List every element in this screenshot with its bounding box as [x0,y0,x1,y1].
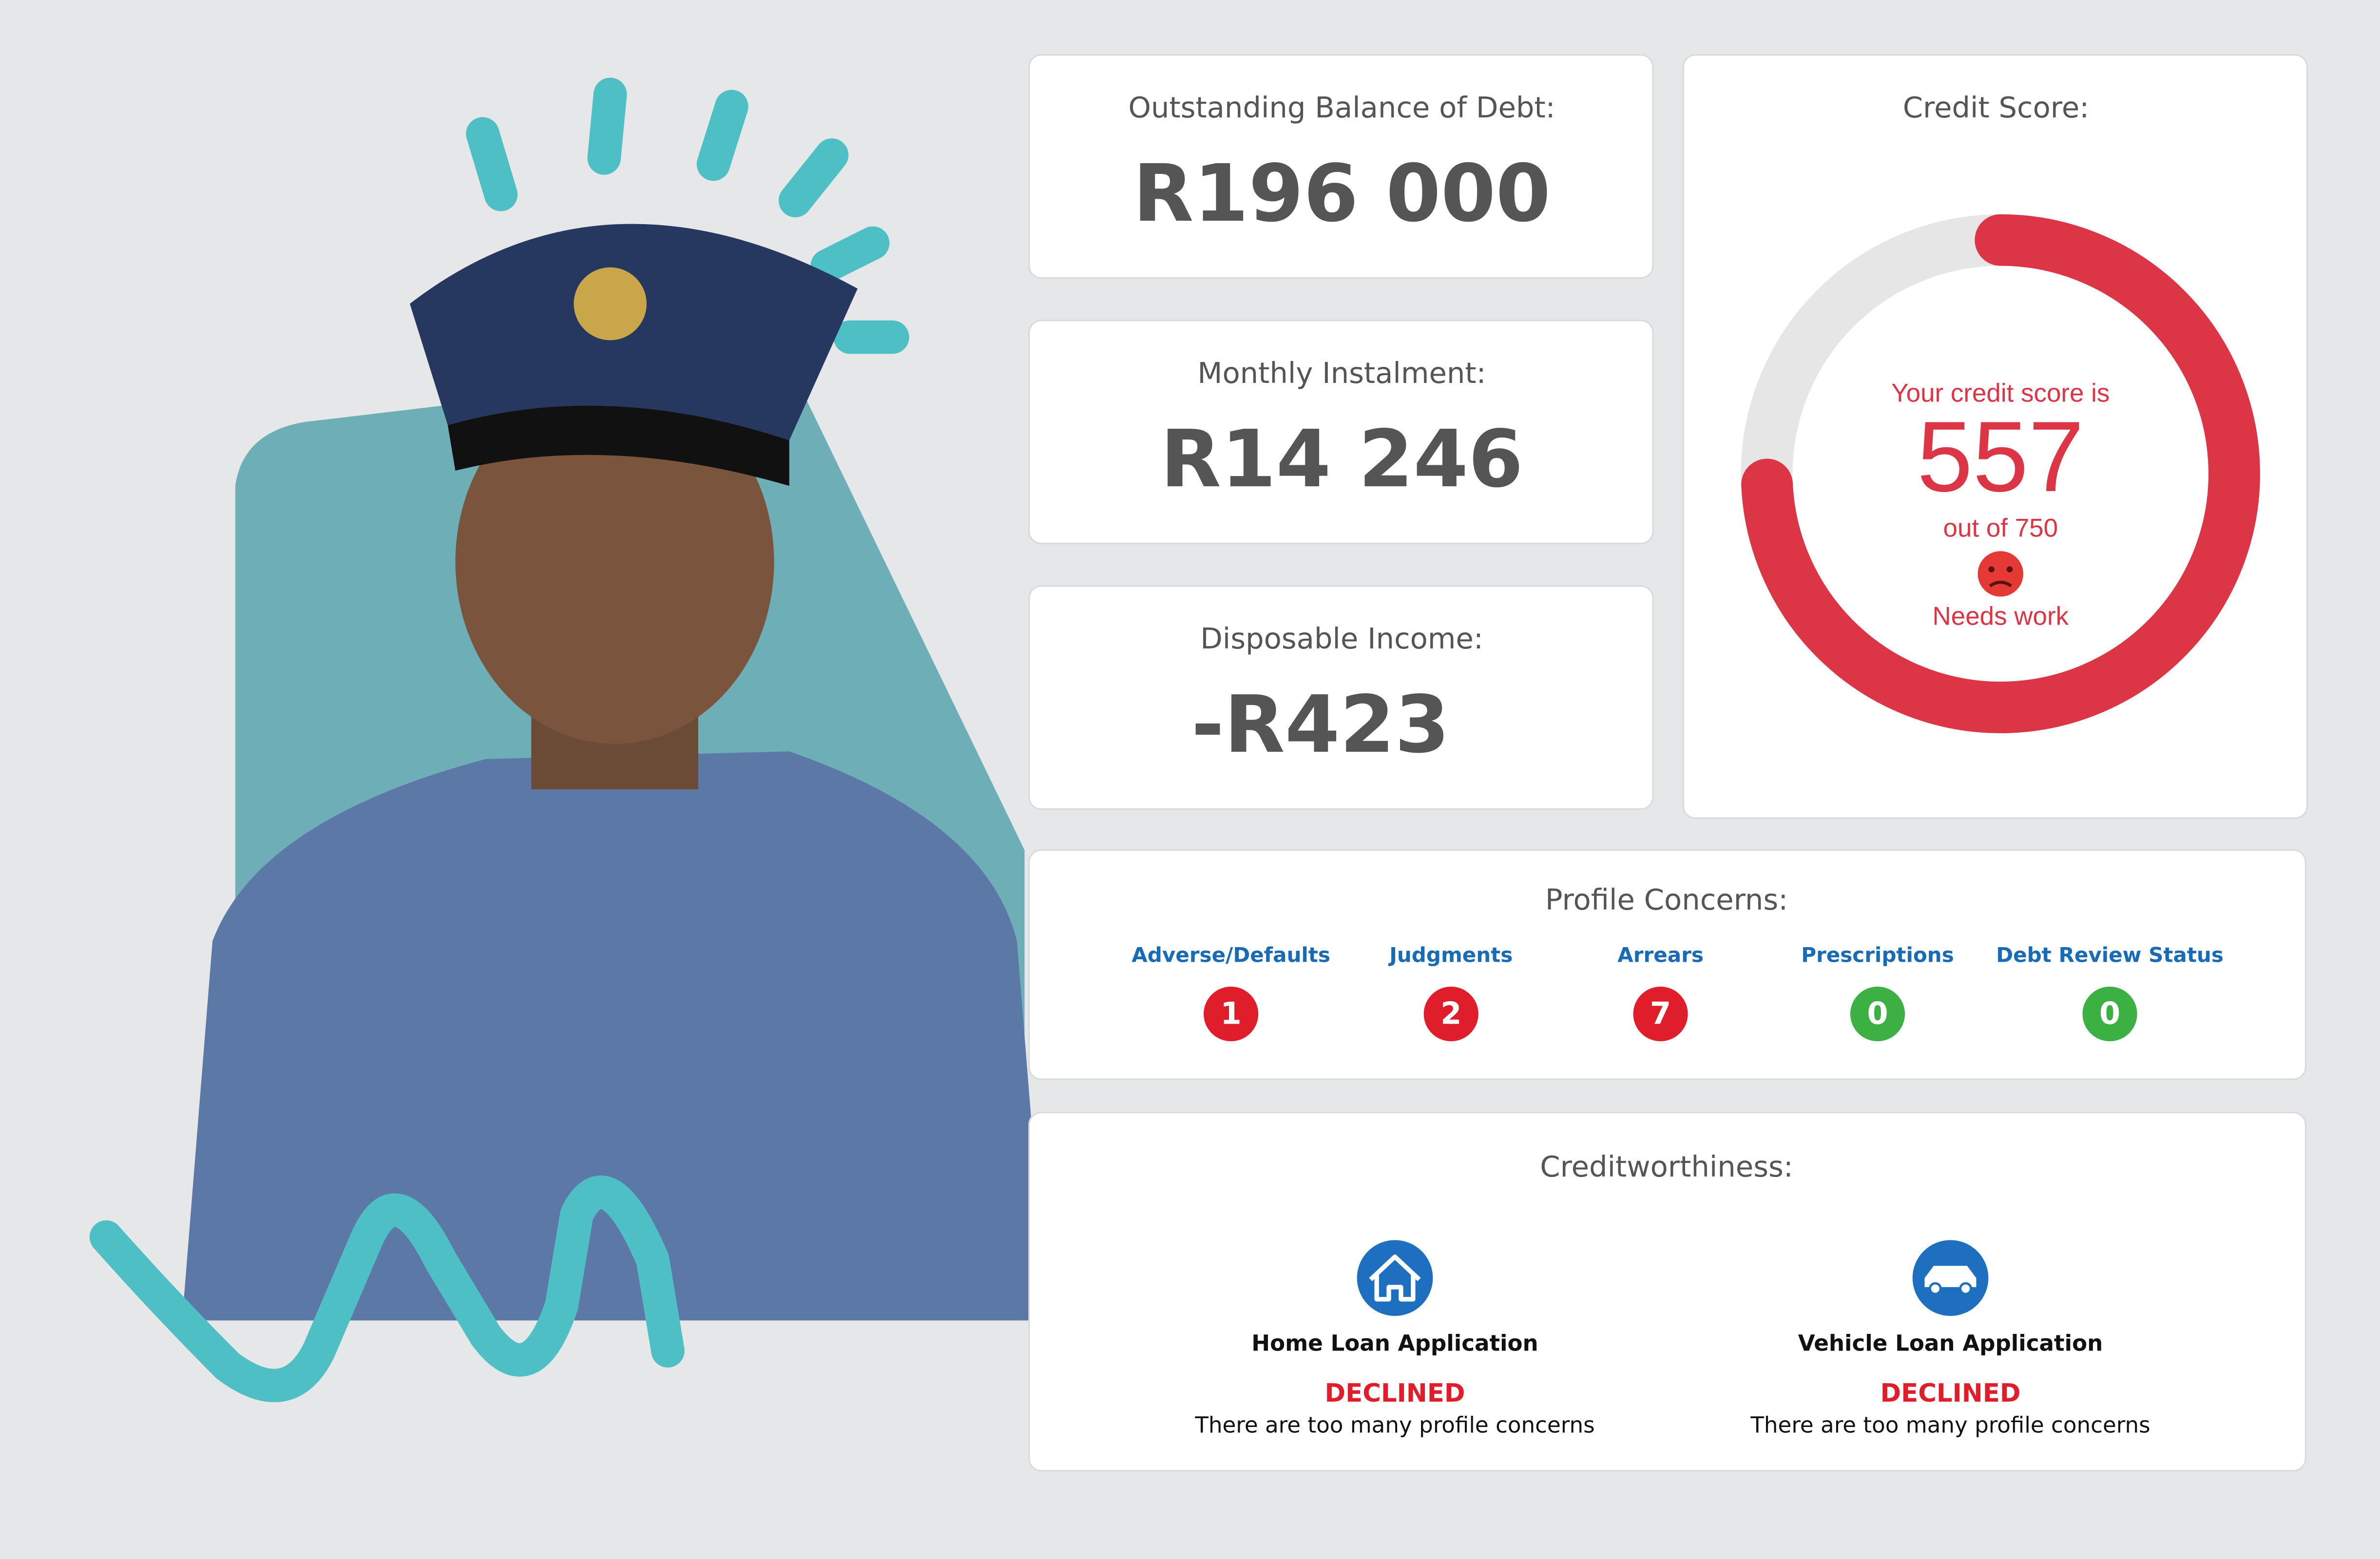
stat-card [1028,585,1654,810]
credit-score-title: Credit Score: [1903,91,2089,124]
stat-value: R14 246 [1160,414,1523,505]
stat-label: Disposable Income: [1200,622,1483,655]
creditworthiness-card [1028,1112,2306,1472]
cap-visor [447,405,789,486]
concern-badge [1633,987,1688,1042]
applications: Home Loan Application DECLINED There are t… [1194,1330,2150,1438]
concern-label: Prescriptions [1801,943,1954,967]
stat-label: Outstanding Balance of Debt: [1128,91,1555,124]
stat-cards: Outstanding Balance of Debt: R196 000 Mont… [1028,54,1654,810]
application-reason: There are too many profile concerns [1194,1412,1594,1438]
concern-label: Arrears [1617,943,1704,967]
car-icon [1912,1240,1989,1316]
concern-count: 1 [1220,995,1241,1031]
concern-count: 7 [1650,995,1671,1031]
stat-card [1028,320,1654,545]
concern-count: 0 [1867,995,1888,1031]
application-label: Home Loan Application [1251,1330,1538,1356]
application-status: DECLINED [1880,1379,2020,1408]
concern-badge [1423,987,1478,1042]
squiggle [89,1176,685,1403]
score-max: out of 750 [1943,514,2058,543]
concern-label: Adverse/Defaults [1132,943,1330,967]
stat-value: -R423 [1191,679,1450,771]
profile-concerns-title: Profile Concerns: [1545,883,1788,916]
concern-label: Debt Review Status [1996,943,2224,967]
concern-list: Adverse/Defaults 1 Judgments 2 Arrears 7 Presc… [1132,943,2224,1042]
score-intro: Your credit score is [1891,379,2110,407]
profile-concerns-card [1028,849,2306,1080]
concern-badge [2082,987,2137,1042]
stat-value: R196 000 [1133,148,1551,240]
score-rating: Needs work [1933,602,2069,630]
concern-count: 0 [2099,995,2120,1031]
score-value: 557 [1917,400,2084,513]
gauge-arc [1741,214,2260,733]
concern-count: 2 [1440,995,1461,1031]
application-label: Vehicle Loan Application [1798,1330,2103,1356]
concern-label: Judgments [1388,943,1513,967]
concern-badge [1204,987,1259,1042]
stat-label: Monthly Instalment: [1197,356,1486,390]
creditworthiness-title: Creditworthiness: [1540,1150,1793,1183]
shirt [182,751,1048,1321]
stat-card [1028,54,1654,279]
concern-badge [1850,987,1905,1042]
application-reason: There are too many profile concerns [1750,1412,2150,1438]
sad-face-icon [1977,551,2024,597]
sparkle [466,77,909,354]
home-icon [1357,1240,1433,1316]
photo [89,77,1048,1403]
cap [409,224,858,440]
face [455,380,774,744]
cap-badge [574,267,647,341]
application-status: DECLINED [1324,1379,1465,1408]
